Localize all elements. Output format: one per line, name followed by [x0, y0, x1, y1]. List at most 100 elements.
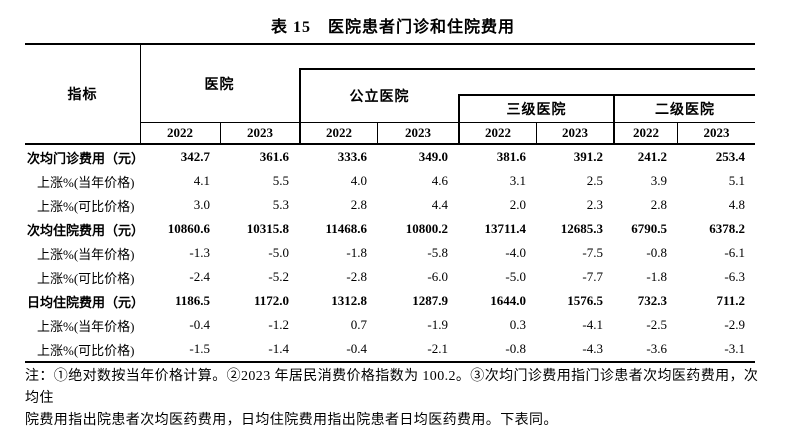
cell-value: 11468.6 — [325, 221, 367, 236]
year-header: 2023 — [247, 125, 273, 140]
table-row: 次均住院费用（元） 10860.6 10315.8 11468.6 10800.… — [25, 217, 755, 241]
cell-value: 13711.4 — [484, 221, 526, 236]
table-body: 次均门诊费用（元） 342.7 361.6 333.6 349.0 381.6 … — [25, 145, 755, 361]
table-title: 表 15 医院患者门诊和住院费用 — [270, 19, 515, 36]
cell-value: 2.8 — [650, 197, 667, 212]
cell-value: -3.1 — [724, 341, 745, 356]
cell-value: -2.8 — [346, 269, 367, 284]
footnote: 注：①绝对数按当年价格计算。②2023 年居民消费价格指数为 100.2。③次均… — [25, 366, 765, 432]
table-row: 上涨%(当年价格) -1.3 -5.0 -1.8 -5.8 -4.0 -7.5 … — [25, 241, 755, 265]
cell-value: -5.8 — [427, 245, 448, 260]
table-row: 日均住院费用（元） 1186.5 1172.0 1312.8 1287.9 16… — [25, 289, 755, 313]
year-header: 2023 — [405, 125, 431, 140]
header-indicator: 指标 — [67, 88, 98, 103]
footnote-line-1: 注：①绝对数按当年价格计算。②2023 年居民消费价格指数为 100.2。③次均… — [25, 369, 759, 406]
cell-value: -5.0 — [505, 269, 526, 284]
cell-value: -6.0 — [427, 269, 448, 284]
row-label: 上涨%(当年价格) — [37, 174, 135, 190]
cell-value: 0.7 — [350, 317, 367, 332]
row-label: 日均住院费用（元） — [27, 294, 145, 310]
cell-value: 5.3 — [272, 197, 289, 212]
cell-value: -6.3 — [724, 269, 745, 284]
row-label: 上涨%(可比价格) — [37, 198, 135, 214]
cell-value: 2.5 — [586, 173, 603, 188]
year-header: 2022 — [485, 125, 511, 140]
cell-value: 1576.5 — [567, 293, 603, 308]
header-group-hospital: 医院 — [204, 77, 235, 93]
cell-value: 4.0 — [350, 173, 367, 188]
cell-value: -1.3 — [189, 245, 210, 260]
cell-value: 2.3 — [586, 197, 603, 212]
cell-value: 1172.0 — [253, 293, 289, 308]
cell-value: 333.6 — [337, 149, 367, 164]
cell-value: -4.3 — [582, 341, 603, 356]
table-row: 上涨%(可比价格) -1.5 -1.4 -0.4 -2.1 -0.8 -4.3 … — [25, 337, 755, 361]
row-label: 上涨%(当年价格) — [37, 318, 135, 334]
divider-secondary-left — [613, 94, 615, 143]
cell-value: -1.9 — [427, 317, 448, 332]
header-bottom-border — [25, 143, 755, 145]
table-row: 上涨%(可比价格) -2.4 -5.2 -2.8 -6.0 -5.0 -7.7 … — [25, 265, 755, 289]
cell-value: 4.6 — [431, 173, 448, 188]
cell-value: 1312.8 — [331, 293, 367, 308]
divider-tertiary-years — [536, 122, 537, 143]
year-header: 2022 — [633, 125, 659, 140]
cell-value: 0.3 — [509, 317, 526, 332]
row-label: 上涨%(当年价格) — [37, 246, 135, 262]
cell-value: 4.4 — [431, 197, 448, 212]
cell-value: 711.2 — [716, 293, 745, 308]
indicator-column-divider — [140, 43, 141, 143]
divider-secondary-years — [677, 122, 678, 143]
cell-value: -1.8 — [346, 245, 367, 260]
table-row: 次均门诊费用（元） 342.7 361.6 333.6 349.0 381.6 … — [25, 145, 755, 169]
cell-value: 6378.2 — [709, 221, 745, 236]
cell-value: -0.8 — [505, 341, 526, 356]
row-label: 次均住院费用（元） — [27, 222, 145, 238]
cell-value: 3.9 — [650, 173, 667, 188]
cell-value: -0.4 — [346, 341, 367, 356]
cell-value: 4.8 — [728, 197, 745, 212]
cell-value: 1186.5 — [174, 293, 210, 308]
year-header: 2023 — [562, 125, 588, 140]
cell-value: 349.0 — [418, 149, 448, 164]
table-top-border — [25, 43, 755, 45]
cell-value: -0.8 — [646, 245, 667, 260]
cell-value: 3.0 — [193, 197, 210, 212]
cell-value: 253.4 — [715, 149, 745, 164]
year-header: 2022 — [326, 125, 352, 140]
public-group-top-border — [299, 68, 755, 70]
divider-hospital-years — [220, 122, 221, 143]
year-header: 2023 — [703, 125, 730, 140]
cell-value: -0.4 — [189, 317, 210, 332]
header-group-tertiary-hospital: 三级医院 — [506, 103, 567, 118]
cell-value: -1.5 — [189, 341, 210, 356]
table-bottom-border — [25, 361, 755, 363]
divider-public-group-left — [299, 68, 301, 143]
cell-value: -1.4 — [268, 341, 289, 356]
cell-value: 1287.9 — [412, 293, 448, 308]
tier-group-top-border — [458, 94, 755, 96]
cell-value: 12685.3 — [560, 221, 603, 236]
cell-value: 2.0 — [509, 197, 526, 212]
cell-value: 4.1 — [193, 173, 210, 188]
cell-value: -1.8 — [646, 269, 667, 284]
cell-value: 342.7 — [180, 149, 210, 164]
cell-value: -2.1 — [427, 341, 448, 356]
cell-value: 5.1 — [728, 173, 745, 188]
cell-value: -2.4 — [189, 269, 210, 284]
divider-public-years — [377, 122, 378, 143]
cell-value: -6.1 — [724, 245, 745, 260]
cell-value: -5.2 — [268, 269, 289, 284]
divider-tertiary-left — [458, 94, 460, 143]
row-label: 次均门诊费用（元） — [27, 150, 145, 166]
header-group-public-hospital: 公立医院 — [349, 90, 410, 105]
statistics-table: 指标 医院 公立医院 三级医院 二级医院 2022 2023 2022 2023… — [25, 43, 755, 363]
cell-value: 5.5 — [272, 173, 289, 188]
cell-value: 2.8 — [350, 197, 367, 212]
cell-value: -7.7 — [582, 269, 603, 284]
table-row: 上涨%(当年价格) -0.4 -1.2 0.7 -1.9 0.3 -4.1 -2… — [25, 313, 755, 337]
cell-value: -1.2 — [268, 317, 289, 332]
cell-value: 381.6 — [496, 149, 526, 164]
table-row: 上涨%(当年价格) 4.1 5.5 4.0 4.6 3.1 2.5 3.9 5.… — [25, 169, 755, 193]
